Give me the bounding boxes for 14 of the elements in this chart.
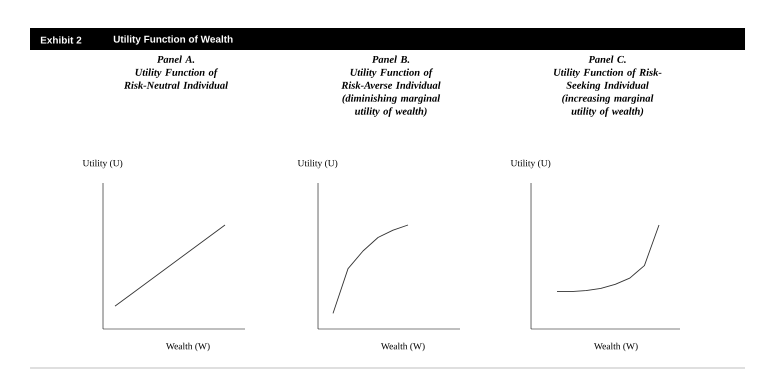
y-axis-title: Utility (U) [82,160,122,168]
x-axis-title: Wealth (W) [594,342,638,352]
text: Utility Function of Wealth [114,35,233,45]
chart-subtitle: Utility Function of Risk-Seeking Individual (increasing marginal utility of wealth) [554,68,662,117]
x-axis-title: Wealth (W) [166,342,210,352]
y-axis-title: Utility (U) [298,160,338,168]
x-axis-title: Wealth (W) [380,342,425,352]
chart-title: Panel B. [372,56,410,63]
chart-title: Panel C. [588,56,626,63]
y-axis-title: Utility (U) [510,160,550,168]
chart-title: Panel A. [156,56,194,63]
text: Exhibit 2 [40,36,82,44]
chart-subtitle: Utility Function of Risk-Averse Individual (diminishing marginal utility of wealth) [341,68,441,117]
chart-subtitle: Utility Function of Risk-Neutral Individual [124,68,228,89]
